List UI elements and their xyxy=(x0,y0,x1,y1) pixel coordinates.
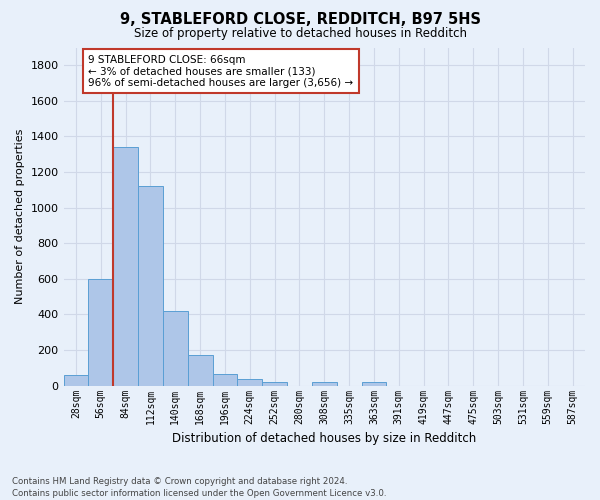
Bar xyxy=(138,186,163,386)
Bar xyxy=(362,382,386,386)
Y-axis label: Number of detached properties: Number of detached properties xyxy=(15,129,25,304)
Bar xyxy=(113,147,138,386)
Text: 9, STABLEFORD CLOSE, REDDITCH, B97 5HS: 9, STABLEFORD CLOSE, REDDITCH, B97 5HS xyxy=(119,12,481,28)
Bar xyxy=(64,375,88,386)
Bar xyxy=(188,356,212,386)
Bar xyxy=(163,311,188,386)
Text: Contains HM Land Registry data © Crown copyright and database right 2024.
Contai: Contains HM Land Registry data © Crown c… xyxy=(12,476,386,498)
Text: 9 STABLEFORD CLOSE: 66sqm
← 3% of detached houses are smaller (133)
96% of semi-: 9 STABLEFORD CLOSE: 66sqm ← 3% of detach… xyxy=(88,54,353,88)
Bar xyxy=(312,382,337,386)
Bar xyxy=(262,382,287,386)
Bar xyxy=(238,378,262,386)
Bar xyxy=(212,374,238,386)
X-axis label: Distribution of detached houses by size in Redditch: Distribution of detached houses by size … xyxy=(172,432,476,445)
Bar xyxy=(88,279,113,386)
Text: Size of property relative to detached houses in Redditch: Size of property relative to detached ho… xyxy=(133,28,467,40)
